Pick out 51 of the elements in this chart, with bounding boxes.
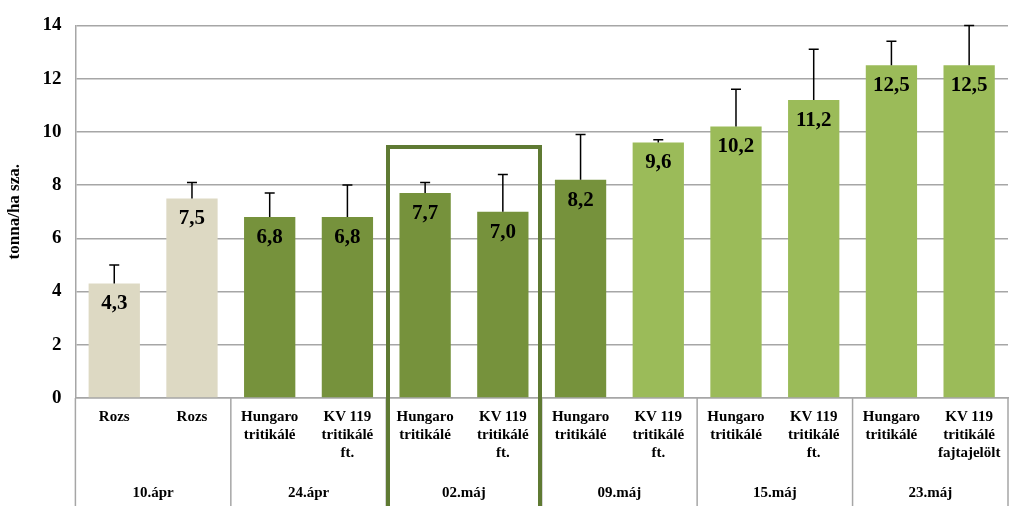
text: 24.ápr (287, 484, 330, 501)
bar (632, 142, 684, 398)
bar (399, 193, 451, 398)
x-tick-label: Hungaro tritikálé (551, 408, 610, 443)
x-tick-label: KV 119 tritikálé ft. (477, 408, 530, 461)
text: 15.máj (752, 484, 797, 501)
x-tick-label: Hungaro tritikálé (241, 408, 299, 443)
bar (710, 126, 762, 398)
y-tick-label: 0 (51, 385, 62, 407)
text: 09.máj (597, 484, 642, 501)
data-label: 7,7 (412, 199, 439, 224)
y-tick-label: 12 (42, 66, 62, 88)
data-label: 7,5 (178, 205, 206, 230)
bar (166, 198, 218, 398)
bar (865, 65, 918, 398)
text: 02.máj (442, 484, 486, 501)
text: 10.ápr (132, 484, 175, 501)
bar (477, 211, 529, 398)
x-tick-label: KV 119 tritikálé fajtajelölt (937, 408, 1001, 461)
data-label: 6,8 (256, 223, 283, 248)
data-label: 12,5 (950, 72, 988, 97)
text: 23.máj (908, 484, 953, 501)
bar (88, 283, 140, 398)
data-label: 12,5 (873, 72, 910, 97)
x-tick-label: Rozs (98, 408, 130, 425)
y-tick-label: 14 (42, 13, 62, 35)
x-tick-label: Rozs (176, 408, 208, 425)
bar (554, 179, 607, 398)
y-tick-label: 8 (51, 172, 62, 194)
y-tick-label: 4 (51, 279, 62, 301)
x-tick-label: KV 119 tritikálé ft. (321, 408, 374, 461)
y-axis-title: tonna/ha sza. (3, 163, 23, 260)
data-label: 6,8 (334, 223, 361, 248)
data-label: 4,3 (101, 290, 128, 315)
bar (244, 217, 296, 398)
x-tick-label: KV 119 tritikálé ft. (787, 408, 840, 461)
x-tick-label: KV 119 tritikálé ft. (632, 408, 685, 461)
bar (321, 217, 374, 398)
data-label: 11,2 (795, 106, 832, 131)
y-tick-label: 10 (42, 119, 62, 141)
x-tick-label: Hungaro tritikálé (862, 408, 921, 443)
data-label: 10,2 (717, 133, 755, 158)
data-label: 7,0 (489, 218, 516, 243)
y-tick-label: 2 (51, 332, 62, 354)
bar (943, 65, 995, 398)
data-label: 9,6 (645, 149, 672, 174)
x-tick-label: Hungaro tritikálé (396, 408, 454, 443)
data-label: 8,2 (567, 186, 594, 211)
bar (788, 99, 840, 398)
x-tick-label: Hungaro tritikálé (707, 408, 765, 443)
y-tick-label: 6 (51, 226, 62, 248)
